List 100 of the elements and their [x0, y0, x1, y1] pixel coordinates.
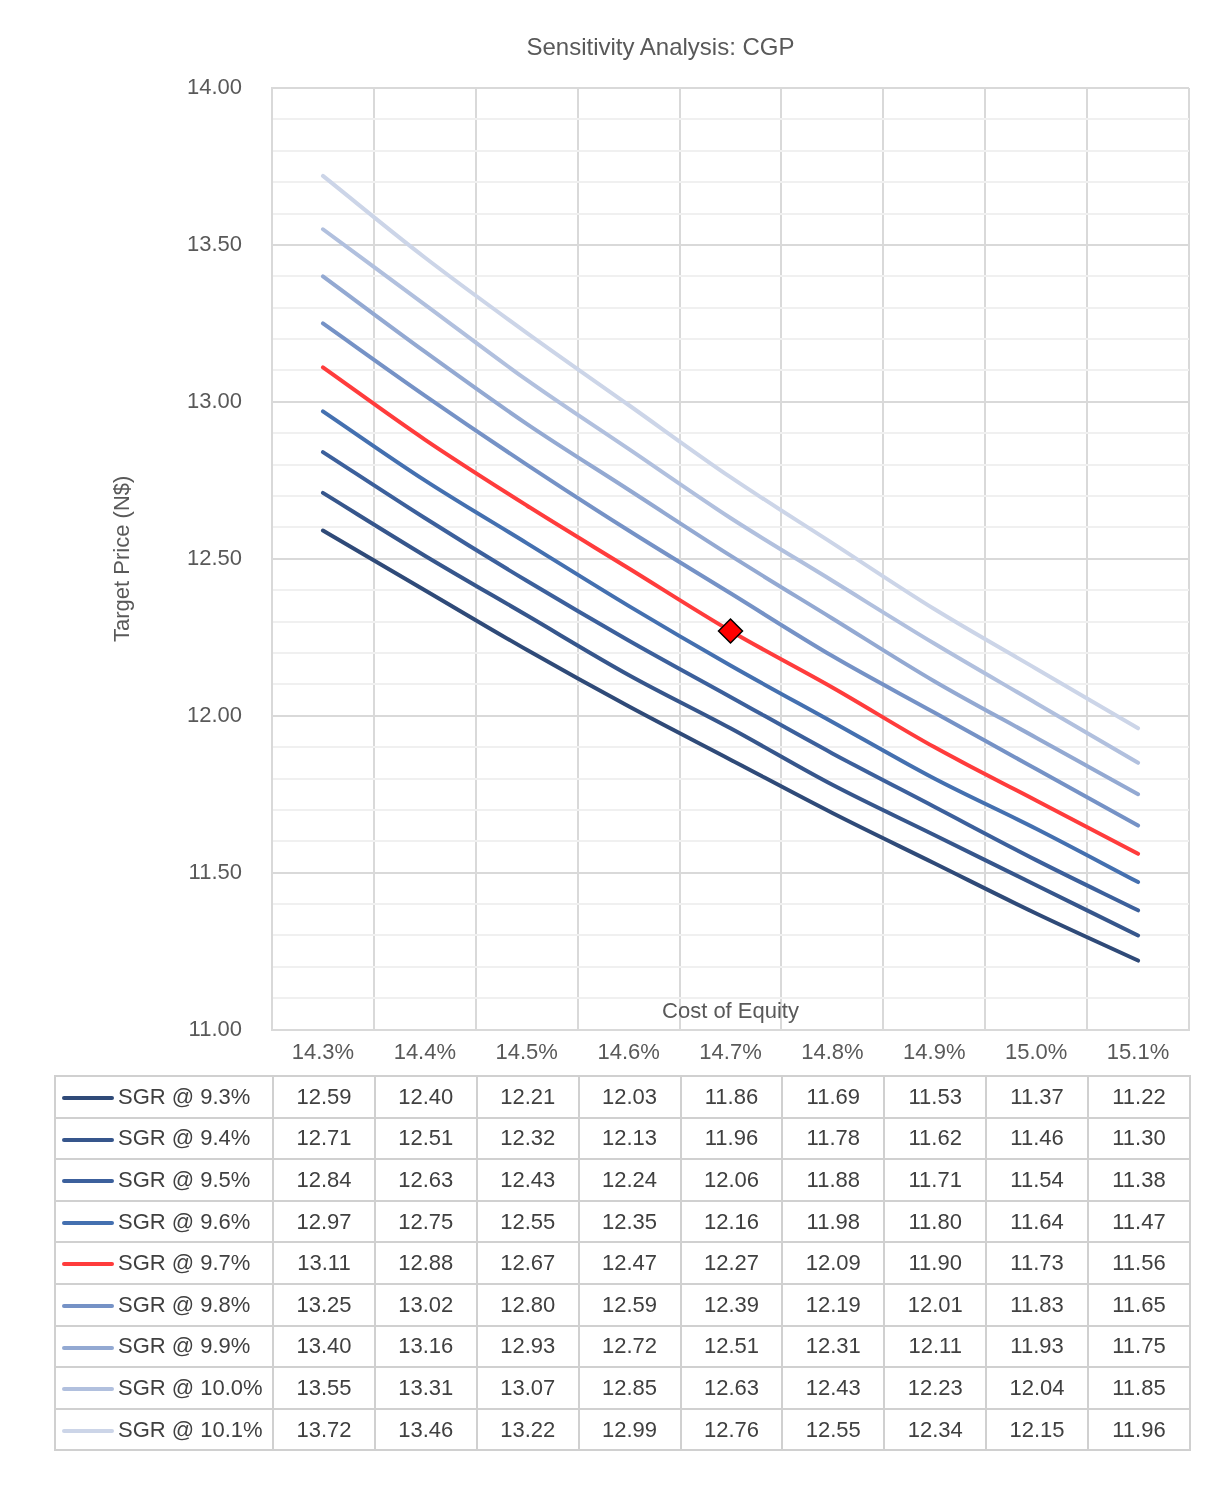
data-label: 13.40: [273, 1325, 375, 1368]
data-label: 12.55: [476, 1200, 579, 1243]
data-label: 13.11: [273, 1242, 375, 1284]
data-label: 12.88: [374, 1242, 477, 1284]
data-label: 11.93: [986, 1325, 1088, 1368]
x-tick-label: 14.9%: [903, 1038, 966, 1064]
data-label: 11.22: [1088, 1076, 1190, 1118]
data-label: 11.56: [1088, 1242, 1190, 1284]
data-label: 12.59: [578, 1283, 681, 1326]
data-label: 12.75: [374, 1200, 477, 1243]
y-tick-label: 13.50: [186, 231, 242, 256]
data-label: 13.07: [476, 1367, 579, 1409]
data-label: 12.01: [884, 1283, 987, 1326]
y-tick-label: 11.50: [188, 858, 242, 884]
data-label: 12.16: [680, 1200, 783, 1243]
data-label: 11.69: [782, 1076, 885, 1118]
data-label: 12.93: [476, 1325, 579, 1368]
x-tick-label: 15.1%: [1106, 1038, 1170, 1064]
data-label: 11.86: [680, 1076, 783, 1118]
x-tick-label: 14.3%: [291, 1038, 355, 1064]
data-label: 11.53: [884, 1076, 987, 1118]
data-label: 13.16: [374, 1325, 477, 1368]
data-label: 11.30: [1088, 1117, 1190, 1160]
data-label: 12.85: [578, 1367, 681, 1409]
data-label: 12.43: [782, 1367, 885, 1409]
data-label: 12.43: [476, 1159, 579, 1201]
data-label: 13.22: [476, 1408, 579, 1451]
legend-label: SGR @ 9.8%: [55, 1283, 273, 1326]
data-label: 11.75: [1088, 1325, 1190, 1368]
data-label: 12.34: [884, 1408, 987, 1451]
data-label: 12.72: [578, 1325, 681, 1368]
data-label: 11.62: [884, 1117, 987, 1160]
legend-label: SGR @ 10.0%: [55, 1367, 273, 1409]
data-label: 11.54: [986, 1159, 1088, 1201]
y-tick-label: 14.00: [186, 74, 242, 100]
data-label: 12.04: [986, 1367, 1088, 1409]
data-label: 11.85: [1088, 1367, 1190, 1409]
x-tick-label: 14.4%: [393, 1038, 457, 1064]
data-label: 12.15: [986, 1408, 1088, 1451]
data-label: 12.71: [273, 1117, 375, 1160]
data-label: 11.64: [986, 1200, 1088, 1243]
data-label: 13.72: [273, 1408, 375, 1451]
data-label: 13.31: [374, 1367, 477, 1409]
x-tick-label: 14.8%: [801, 1038, 864, 1064]
data-label: 11.47: [1088, 1200, 1190, 1243]
data-label: 12.40: [374, 1076, 477, 1118]
legend-label: SGR @ 9.6%: [55, 1200, 273, 1243]
y-tick-label: 13.00: [186, 387, 242, 413]
data-label: 12.51: [680, 1325, 783, 1368]
data-label: 12.84: [273, 1159, 375, 1201]
data-label: 12.51: [374, 1117, 477, 1160]
data-label: 12.63: [374, 1159, 477, 1201]
data-label: 12.24: [578, 1159, 681, 1201]
data-label: 12.19: [782, 1283, 885, 1326]
y-axis-title: Target Price (N$): [109, 475, 135, 642]
data-label: 11.83: [986, 1283, 1088, 1326]
x-tick-label: 14.6%: [597, 1038, 660, 1064]
legend-label: SGR @ 9.7%: [55, 1242, 273, 1284]
data-label: 12.47: [578, 1242, 681, 1284]
data-label: 12.13: [578, 1117, 681, 1160]
data-label: 12.09: [782, 1242, 885, 1284]
data-label: 11.38: [1088, 1159, 1190, 1201]
data-label: 13.02: [374, 1283, 477, 1326]
data-label: 12.31: [782, 1325, 885, 1368]
legend-label: SGR @ 9.3%: [55, 1076, 273, 1118]
data-label: 11.80: [884, 1200, 987, 1243]
data-label: 11.71: [884, 1159, 987, 1201]
data-label: 11.88: [782, 1159, 885, 1201]
data-label: 13.46: [374, 1408, 477, 1451]
data-label: 12.21: [476, 1076, 579, 1118]
data-label: 13.55: [273, 1367, 375, 1409]
x-tick-label: 14.5%: [495, 1038, 558, 1064]
y-tick-label: 11.00: [188, 1015, 242, 1041]
data-label: 12.67: [476, 1242, 579, 1284]
data-label: 12.63: [680, 1367, 783, 1409]
legend-label: SGR @ 10.1%: [55, 1408, 273, 1451]
data-label: 11.65: [1088, 1283, 1190, 1326]
data-label: 11.37: [986, 1076, 1088, 1118]
data-label: 12.11: [884, 1325, 987, 1368]
data-label: 11.96: [1088, 1408, 1190, 1451]
legend-label: SGR @ 9.4%: [55, 1117, 273, 1160]
data-label: 11.46: [986, 1117, 1088, 1160]
legend-label: SGR @ 9.9%: [55, 1325, 273, 1368]
data-label: 12.39: [680, 1283, 783, 1326]
data-label: 12.06: [680, 1159, 783, 1201]
data-label: 12.23: [884, 1367, 987, 1409]
x-axis-title: Cost of Equity: [662, 997, 799, 1023]
y-tick-label: 12.50: [186, 544, 242, 570]
data-label: 11.96: [680, 1117, 783, 1160]
data-label: 11.73: [986, 1242, 1088, 1284]
data-label: 12.80: [476, 1283, 579, 1326]
data-label: 12.76: [680, 1408, 783, 1451]
data-label: 11.98: [782, 1200, 885, 1243]
data-label: 13.25: [273, 1283, 375, 1326]
data-label: 12.27: [680, 1242, 783, 1284]
data-label: 11.90: [884, 1242, 987, 1284]
x-tick-label: 14.7%: [699, 1038, 762, 1064]
y-tick-label: 12.00: [186, 701, 242, 727]
data-label: 12.03: [578, 1076, 681, 1118]
data-label: 12.99: [578, 1408, 681, 1451]
